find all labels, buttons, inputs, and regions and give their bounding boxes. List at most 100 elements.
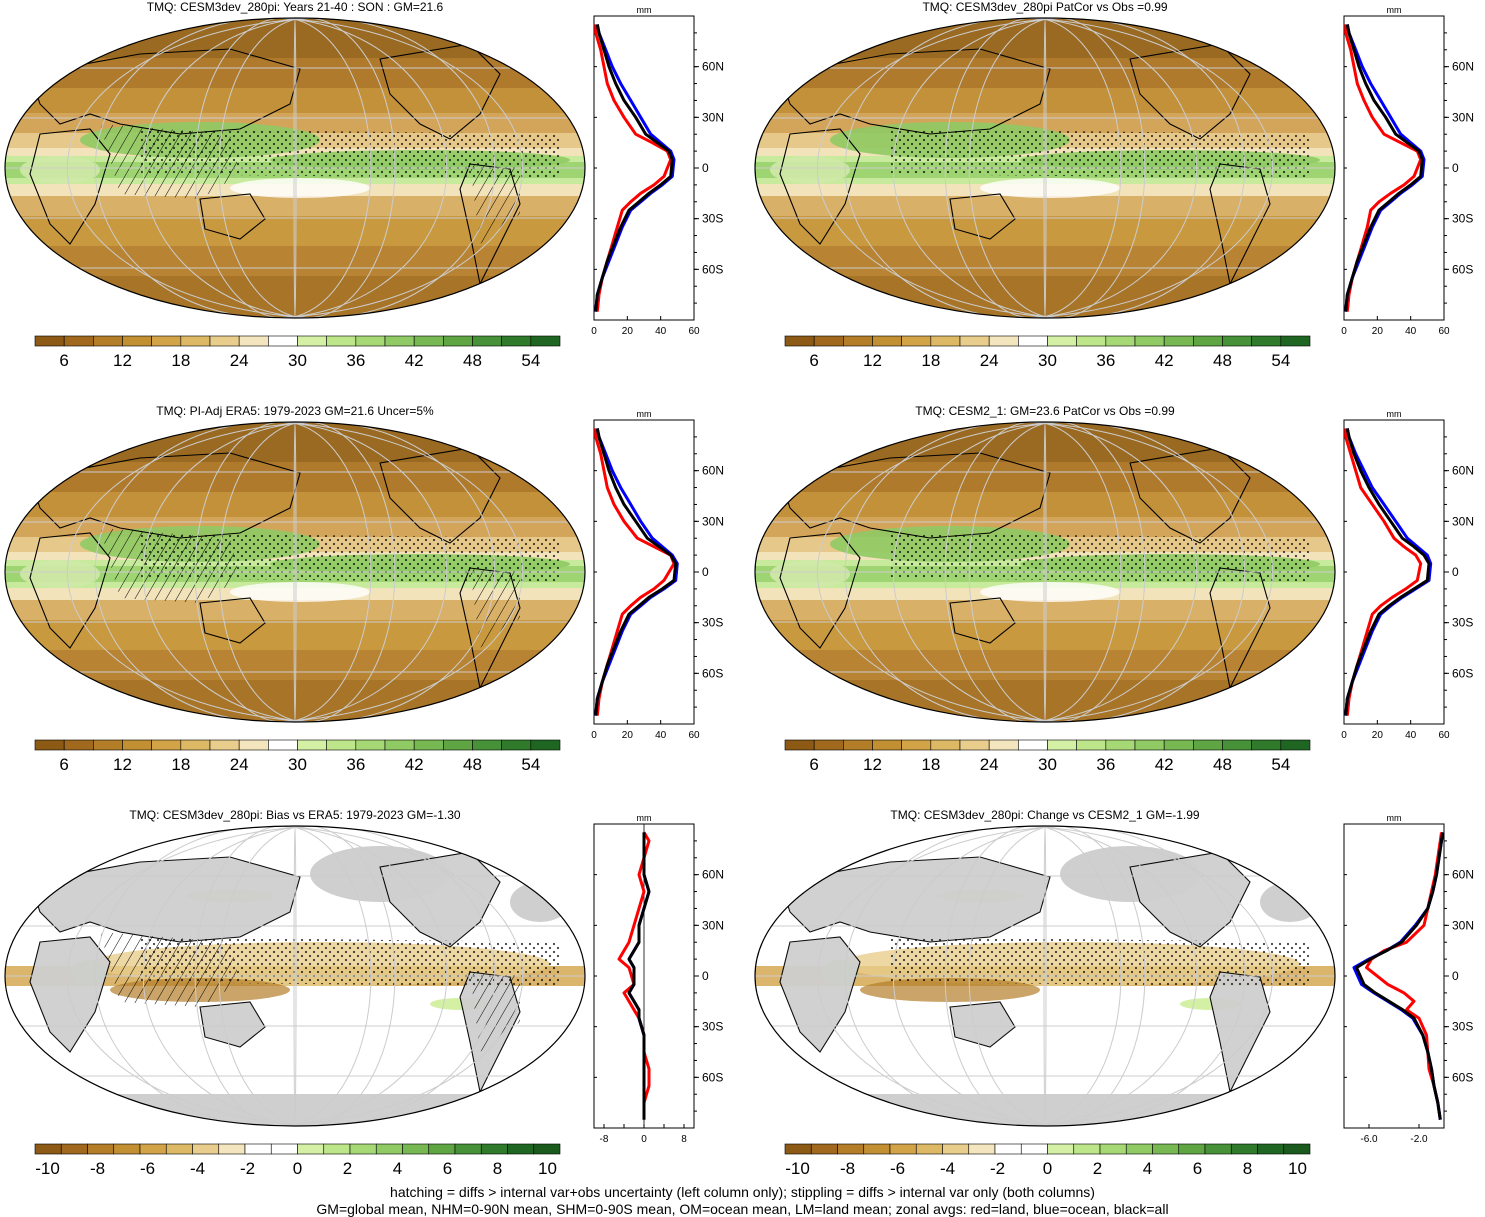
colorbar-label: -8 [90, 1159, 105, 1178]
colorbar-label: 48 [463, 351, 482, 370]
colorbar-swatch [60, 1143, 88, 1155]
lat-tick-label: 60S [1452, 666, 1473, 680]
colorbar-label: 4 [1143, 1159, 1152, 1178]
map-border [754, 825, 1336, 1127]
colorbar-swatch [122, 739, 152, 751]
lat-tick-label: 60N [1452, 464, 1474, 478]
colorbar-swatch [959, 739, 990, 751]
colorbar-swatch [813, 739, 844, 751]
colorbar-swatch [1204, 1143, 1232, 1155]
longitude-gridline [218, 826, 396, 1126]
colorbar-swatch [1105, 335, 1136, 347]
zonal-unit-label: mm [637, 409, 652, 419]
longitude-gridline [755, 422, 1274, 722]
colorbar-swatch [297, 335, 327, 347]
colorbar-label: -2 [990, 1159, 1005, 1178]
colorbar-label: 12 [113, 351, 132, 370]
zonal-line-ocean [594, 428, 679, 716]
colorbar-swatch [122, 335, 152, 347]
panel-title: TMQ: PI-Adj ERA5: 1979-2023 GM=21.6 Unce… [156, 404, 434, 418]
map-field [755, 826, 1335, 1126]
colorbar-swatch [1222, 739, 1252, 751]
global-map [754, 17, 1336, 319]
lat-tick-label: 60N [702, 868, 724, 882]
x-tick-label: 0 [1341, 326, 1347, 337]
colorbar-label: 24 [980, 755, 999, 774]
lat-tick-label: 0 [1452, 565, 1459, 579]
colorbar-swatch [1047, 739, 1077, 751]
x-tick-label: -8 [600, 1134, 609, 1145]
zonal-line-all [594, 428, 678, 716]
panel-title: TMQ: CESM3dev_280pi: Years 21-40 : SON :… [146, 0, 444, 14]
stippling [140, 533, 560, 583]
colorbar-swatch [1018, 335, 1048, 347]
colorbar-swatch [530, 739, 561, 751]
colorbar-swatch [1073, 1143, 1101, 1155]
longitude-gridline [968, 422, 1146, 722]
colorbar-swatch [810, 1143, 838, 1155]
footnote-line-1: hatching = diffs > internal var+obs unce… [390, 1184, 1095, 1200]
continent-outline [29, 936, 111, 1053]
colorbar-swatch [443, 335, 473, 347]
longitude-gridline [94, 826, 448, 1126]
colorbar-swatch [1193, 739, 1223, 751]
colorbar-swatch [63, 335, 94, 347]
colorbar-swatch [1193, 335, 1223, 347]
longitude-gridline [66, 18, 585, 318]
stippling [140, 129, 560, 179]
lat-tick-label: 0 [702, 161, 709, 175]
longitude-gridline [892, 826, 1246, 1126]
longitude-gridline [755, 826, 1274, 1126]
colorbar-label: -10 [785, 1159, 810, 1178]
map-field [755, 422, 1335, 722]
map-border [4, 421, 586, 723]
longitude-gridline [844, 422, 1198, 722]
colorbar-label: 12 [113, 755, 132, 774]
x-tick-label: 40 [655, 326, 667, 337]
colorbar-label: 12 [863, 755, 882, 774]
longitude-gridline [194, 18, 372, 318]
zonal-unit-label: mm [637, 813, 652, 823]
colorbar-swatch [1163, 739, 1194, 751]
colorbar-label: -8 [840, 1159, 855, 1178]
longitude-gridline [66, 826, 585, 1126]
colorbar-label: 18 [921, 351, 940, 370]
longitude-gridline [944, 826, 1122, 1126]
colorbar-swatch [268, 739, 298, 751]
colorbar-swatch [139, 1143, 167, 1155]
colorbar-swatch [1222, 335, 1252, 347]
colorbar-label: 6 [1193, 1159, 1202, 1178]
x-tick-label: 20 [622, 326, 634, 337]
lat-tick-label: 30N [702, 514, 724, 528]
lat-tick-label: 30N [702, 918, 724, 932]
zonal-unit-label: mm [1387, 409, 1402, 419]
colorbar: 612182430364248546066 [784, 739, 1311, 774]
colorbar-swatch [1230, 1143, 1258, 1155]
colorbar-swatch [837, 1143, 865, 1155]
colorbar-label: 54 [1271, 351, 1290, 370]
lat-tick-label: 60S [702, 1070, 723, 1084]
longitude-gridline [816, 826, 1335, 1126]
colorbar-label: 36 [346, 351, 365, 370]
x-tick-label: 8 [681, 1134, 687, 1145]
colorbar-label: 18 [171, 755, 190, 774]
colorbar-swatch [93, 739, 123, 751]
zonal-line-all [594, 24, 674, 312]
colorbar-swatch [87, 1143, 115, 1155]
colorbar-label: 54 [521, 755, 540, 774]
longitude-gridline [816, 18, 1335, 318]
global-map [4, 825, 586, 1127]
longitude-gridline [944, 422, 1122, 722]
zonal-line-all [1344, 428, 1431, 716]
colorbar-swatch [326, 335, 357, 347]
colorbar: 612182430364248546066 [784, 335, 1311, 370]
x-tick-label: 40 [1405, 730, 1417, 741]
colorbar-swatch [930, 335, 961, 347]
map-border [754, 17, 1336, 319]
longitude-gridline [218, 18, 396, 318]
colorbar-swatch [268, 335, 298, 347]
colorbar-swatch [1099, 1143, 1127, 1155]
colorbar-swatch [784, 335, 815, 347]
continent-outline [949, 193, 1016, 240]
colorbar-swatch [501, 739, 532, 751]
